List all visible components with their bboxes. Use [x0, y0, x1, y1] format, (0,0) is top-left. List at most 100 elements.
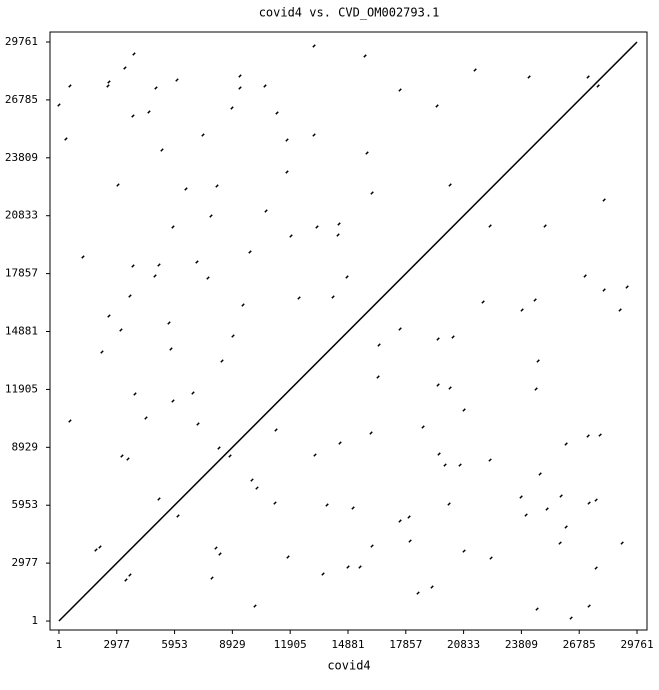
match-dot — [273, 501, 277, 505]
match-dot — [167, 321, 171, 325]
match-dot — [201, 133, 205, 137]
match-dot — [126, 457, 130, 461]
match-dot — [119, 328, 123, 332]
match-dot — [559, 494, 563, 498]
match-dot — [620, 541, 624, 545]
match-dot — [147, 110, 151, 114]
y-tick-label: 29761 — [5, 35, 38, 48]
match-dot — [241, 303, 245, 307]
match-dot — [68, 84, 72, 88]
match-dot — [370, 191, 374, 195]
match-dot — [488, 224, 492, 228]
match-dot — [451, 335, 455, 339]
match-dot — [325, 503, 329, 507]
match-dot — [169, 347, 173, 351]
match-dot — [124, 578, 128, 582]
x-tick-label: 1 — [56, 638, 63, 651]
y-tick-label: 2977 — [12, 556, 39, 569]
match-dot — [436, 383, 440, 387]
match-dot — [154, 86, 158, 90]
match-dot — [285, 170, 289, 174]
x-tick-label: 2977 — [104, 638, 131, 651]
match-dot — [100, 350, 104, 354]
match-dot — [398, 88, 402, 92]
match-dot — [524, 513, 528, 517]
y-tick-label: 23809 — [5, 151, 38, 164]
y-tick-label: 26785 — [5, 93, 38, 106]
match-dot — [231, 334, 235, 338]
match-dot — [558, 541, 562, 545]
match-dot — [594, 498, 598, 502]
y-tick-label: 5953 — [12, 498, 39, 511]
match-dot — [458, 463, 462, 467]
match-dot — [370, 544, 374, 548]
match-dot — [289, 234, 293, 238]
match-dot — [133, 392, 137, 396]
match-dot — [132, 52, 136, 56]
match-dot — [376, 375, 380, 379]
match-dot — [462, 549, 466, 553]
match-dot — [527, 75, 531, 79]
match-dot — [144, 416, 148, 420]
match-dot — [313, 453, 317, 457]
match-dot — [462, 408, 466, 412]
match-dot — [587, 501, 591, 505]
match-dot — [160, 148, 164, 152]
match-dot — [365, 151, 369, 155]
match-dot — [598, 433, 602, 437]
match-dot — [618, 308, 622, 312]
match-dot — [596, 84, 600, 88]
match-dot — [81, 255, 85, 259]
match-dot — [64, 137, 68, 141]
match-dot — [214, 546, 218, 550]
match-dot — [123, 66, 127, 70]
match-dot — [285, 138, 289, 142]
match-dot — [57, 103, 61, 107]
y-tick-label: 11905 — [5, 382, 38, 395]
match-dot — [315, 225, 319, 229]
match-dot — [312, 44, 316, 48]
match-dot — [195, 260, 199, 264]
match-dot — [447, 502, 451, 506]
match-dot — [312, 133, 316, 137]
match-dot — [196, 422, 200, 426]
match-dot — [230, 106, 234, 110]
match-dot — [275, 111, 279, 115]
match-dot — [175, 78, 179, 82]
match-dot — [345, 275, 349, 279]
match-dot — [206, 276, 210, 280]
match-dot — [331, 295, 335, 299]
y-tick-label: 20833 — [5, 209, 38, 222]
x-tick-label: 5953 — [161, 638, 188, 651]
match-dot — [264, 209, 268, 213]
match-dot — [519, 495, 523, 499]
match-dot — [250, 478, 254, 482]
match-dot — [398, 327, 402, 331]
y-tick-label: 8929 — [12, 440, 39, 453]
match-dot — [253, 604, 257, 608]
match-dot — [520, 308, 524, 312]
x-tick-label: 8929 — [219, 638, 246, 651]
match-dot — [535, 607, 539, 611]
match-dot — [255, 486, 259, 490]
match-dot — [131, 114, 135, 118]
match-dot — [586, 75, 590, 79]
match-dot — [448, 183, 452, 187]
match-dot — [488, 458, 492, 462]
match-dot — [191, 391, 195, 395]
match-dot — [238, 86, 242, 90]
chart-title: covid4 vs. CVD_OM002793.1 — [259, 6, 440, 20]
match-dot — [346, 565, 350, 569]
match-dot — [157, 497, 161, 501]
match-dot — [321, 572, 325, 576]
match-dot — [594, 566, 598, 570]
match-dot — [107, 80, 111, 84]
match-dot — [443, 463, 447, 467]
match-dot — [228, 454, 232, 458]
x-tick-label: 17857 — [389, 638, 422, 651]
match-dot — [220, 359, 224, 363]
match-dot — [421, 425, 425, 429]
match-dot — [435, 104, 439, 108]
x-tick-label: 14881 — [331, 638, 364, 651]
match-dot — [107, 314, 111, 318]
